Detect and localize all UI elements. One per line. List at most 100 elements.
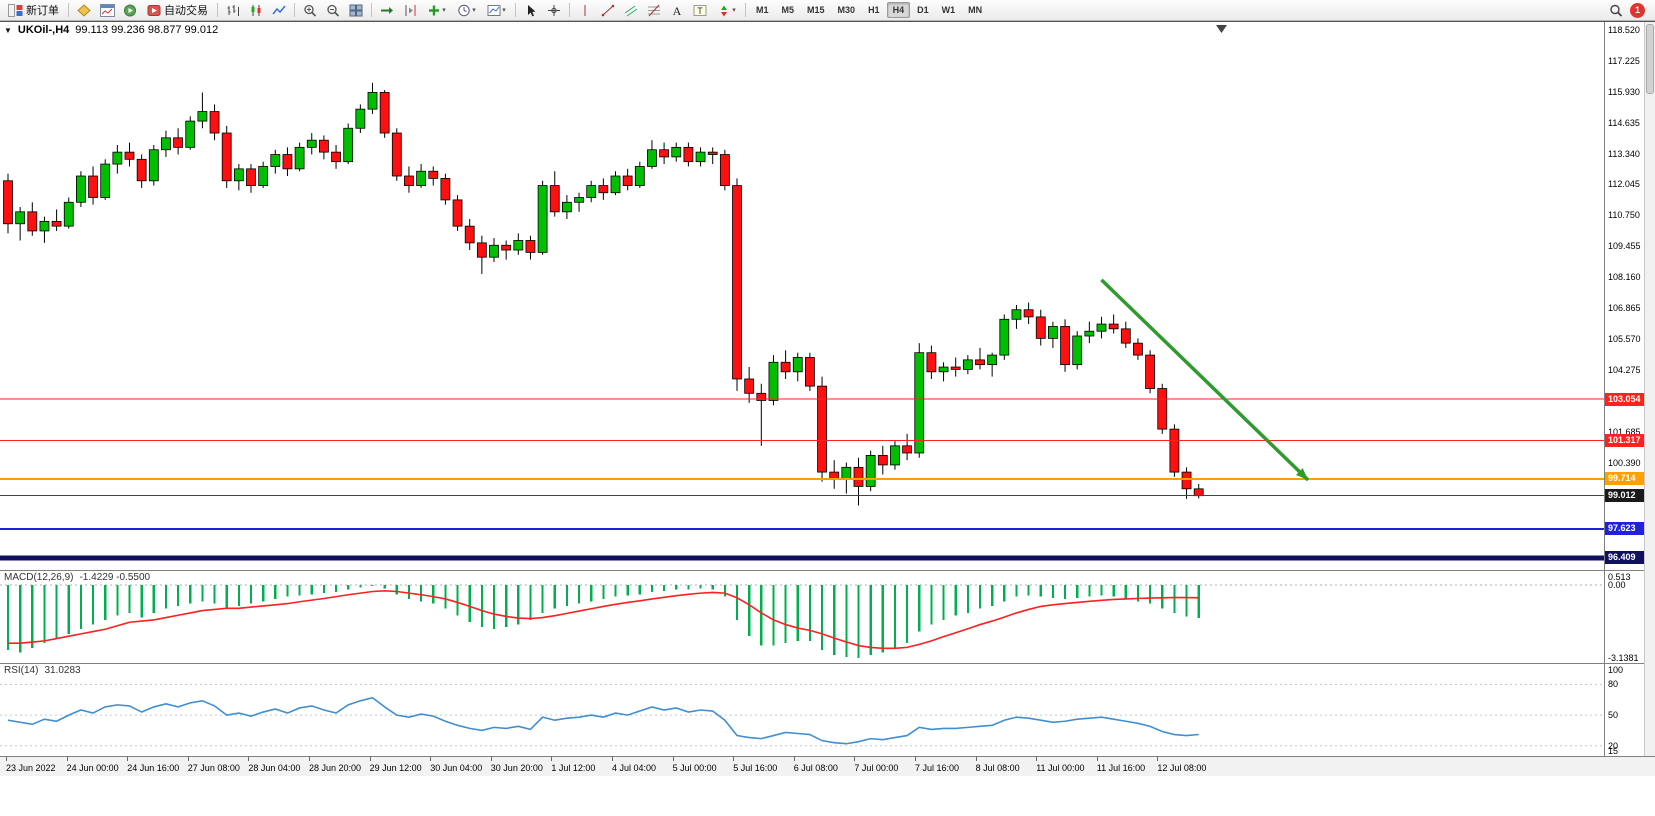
time-tick [551,757,553,761]
time-label: 27 Jun 08:00 [187,763,240,773]
macd-axis-tick: 0.00 [1608,579,1626,590]
candle [209,104,220,141]
toolbar-separator [217,3,218,17]
timeframe-MN[interactable]: MN [968,5,983,15]
macd-values: -1.4229 -0.5500 [79,572,151,583]
price-tag-99.714: 99.714 [1605,472,1644,486]
candle [610,171,621,196]
candle [440,173,451,205]
svg-text:A: A [673,4,682,17]
bar-chart-icon[interactable] [222,2,244,19]
rsi-value: 31.0283 [44,665,81,676]
text-label-icon[interactable]: T [689,2,711,19]
candle [258,161,269,188]
candle [464,218,475,251]
auto-trading-button[interactable]: 自动交易 [142,2,213,19]
chart-shift-icon[interactable] [399,2,421,19]
chart-expand-icon[interactable]: ▼ [4,25,12,35]
candle [513,233,524,255]
line-chart-icon[interactable] [268,2,290,19]
price-axis-rsi[interactable]: 100 80 50 20 15 [1605,663,1644,756]
timeframe-W1[interactable]: W1 [941,5,956,15]
time-label: 7 Jul 00:00 [854,763,899,773]
price-tick: 115.930 [1608,86,1640,97]
candle [27,202,38,236]
timeframe-M1[interactable]: M1 [756,5,769,15]
candle [39,216,50,243]
candle [88,166,98,205]
rsi-panel[interactable]: RSI(14) 31.0283 [0,663,1604,756]
candle [549,171,560,217]
candle [379,90,390,138]
candle [586,180,597,203]
fibonacci-icon[interactable] [643,2,665,19]
equidistant-channel-icon[interactable] [620,2,642,19]
search-icon[interactable] [1605,2,1627,19]
zoom-out-icon[interactable] [322,2,344,19]
time-tick [187,757,189,761]
candle [598,178,609,200]
zoom-in-icon[interactable] [299,2,321,19]
time-tick [309,757,310,761]
candle [355,104,366,134]
candlestick-chart[interactable] [0,22,1604,570]
crosshair-icon[interactable] [543,2,565,19]
price-tick: 105.570 [1608,334,1641,345]
price-axis-macd[interactable]: 0.513 0.00 -3.1381 [1605,570,1644,663]
candle [622,168,633,191]
candle [367,82,378,114]
chart-window-icon[interactable] [96,2,118,19]
chart-symbol-period: UKOil-,H4 [17,24,70,36]
timeframe-M15[interactable]: M15 [807,5,825,15]
price-axis[interactable]: 118.520 117.225 115.930 114.635 113.340 112.0… [1604,22,1644,756]
macd-panel[interactable]: MACD(12,26,9) -1.4229 -0.5500 [0,570,1604,663]
periods-button[interactable]: ▾ [452,2,481,19]
candle [829,460,840,489]
candle [1011,304,1022,329]
timeframe-M5[interactable]: M5 [781,5,795,15]
auto-scroll-icon[interactable] [376,2,398,19]
tile-windows-icon[interactable] [345,2,367,19]
notification-badge[interactable]: 1 [1630,2,1645,18]
candlestick-chart-icon[interactable] [245,2,267,19]
time-tick [490,757,492,761]
rsi-chart[interactable] [0,664,1604,756]
new-order-button[interactable]: 新订单 [3,2,64,19]
price-tag-99.012: 99.012 [1605,489,1644,503]
candle [306,133,317,155]
price-axis-main[interactable]: 118.520 117.225 115.930 114.635 113.340 112.0… [1605,22,1644,570]
indicators-button[interactable]: ▾ [422,2,451,19]
strategy-tester-icon[interactable] [119,2,141,19]
cursor-icon[interactable] [520,2,542,19]
candle [975,347,985,370]
timeframe-M30[interactable]: M30 [837,5,856,15]
trendline-icon[interactable] [597,2,619,19]
chart-shift-marker[interactable] [1216,25,1227,33]
candle [1181,467,1192,499]
candle [161,130,171,157]
price-tag-96.409: 96.409 [1605,551,1644,565]
trend-arrow[interactable] [1100,278,1310,482]
time-axis[interactable]: 23 Jun 2022 24 Jun 00:00 24 Jun 16:00 27 Ju… [0,756,1655,776]
candle [416,164,427,188]
vertical-scrollbar[interactable] [1644,22,1655,756]
time-tick [915,757,916,761]
candle [391,128,402,181]
arrows-button[interactable]: ▾ [712,2,741,19]
candle [1169,424,1180,477]
time-label: 28 Jun 20:00 [309,763,362,773]
vertical-line-icon[interactable] [574,2,596,19]
text-icon[interactable]: A [666,2,688,19]
timeframe-H1[interactable]: H1 [868,5,880,15]
macd-signal-line [8,589,1199,650]
mql-editor-icon[interactable] [73,2,95,19]
time-tick [672,757,674,761]
templates-button[interactable]: ▾ [482,2,511,19]
timeframe-H4[interactable]: H4 [886,2,911,18]
time-label: 4 Jul 04:00 [612,763,657,773]
main-chart-panel[interactable]: ▼ UKOil-,H4 99.113 99.236 98.877 99.012 [0,22,1604,570]
time-tick [612,757,613,761]
scrollbar-thumb[interactable] [1646,24,1654,94]
timeframe-D1[interactable]: D1 [917,5,929,15]
macd-chart[interactable] [0,571,1604,663]
